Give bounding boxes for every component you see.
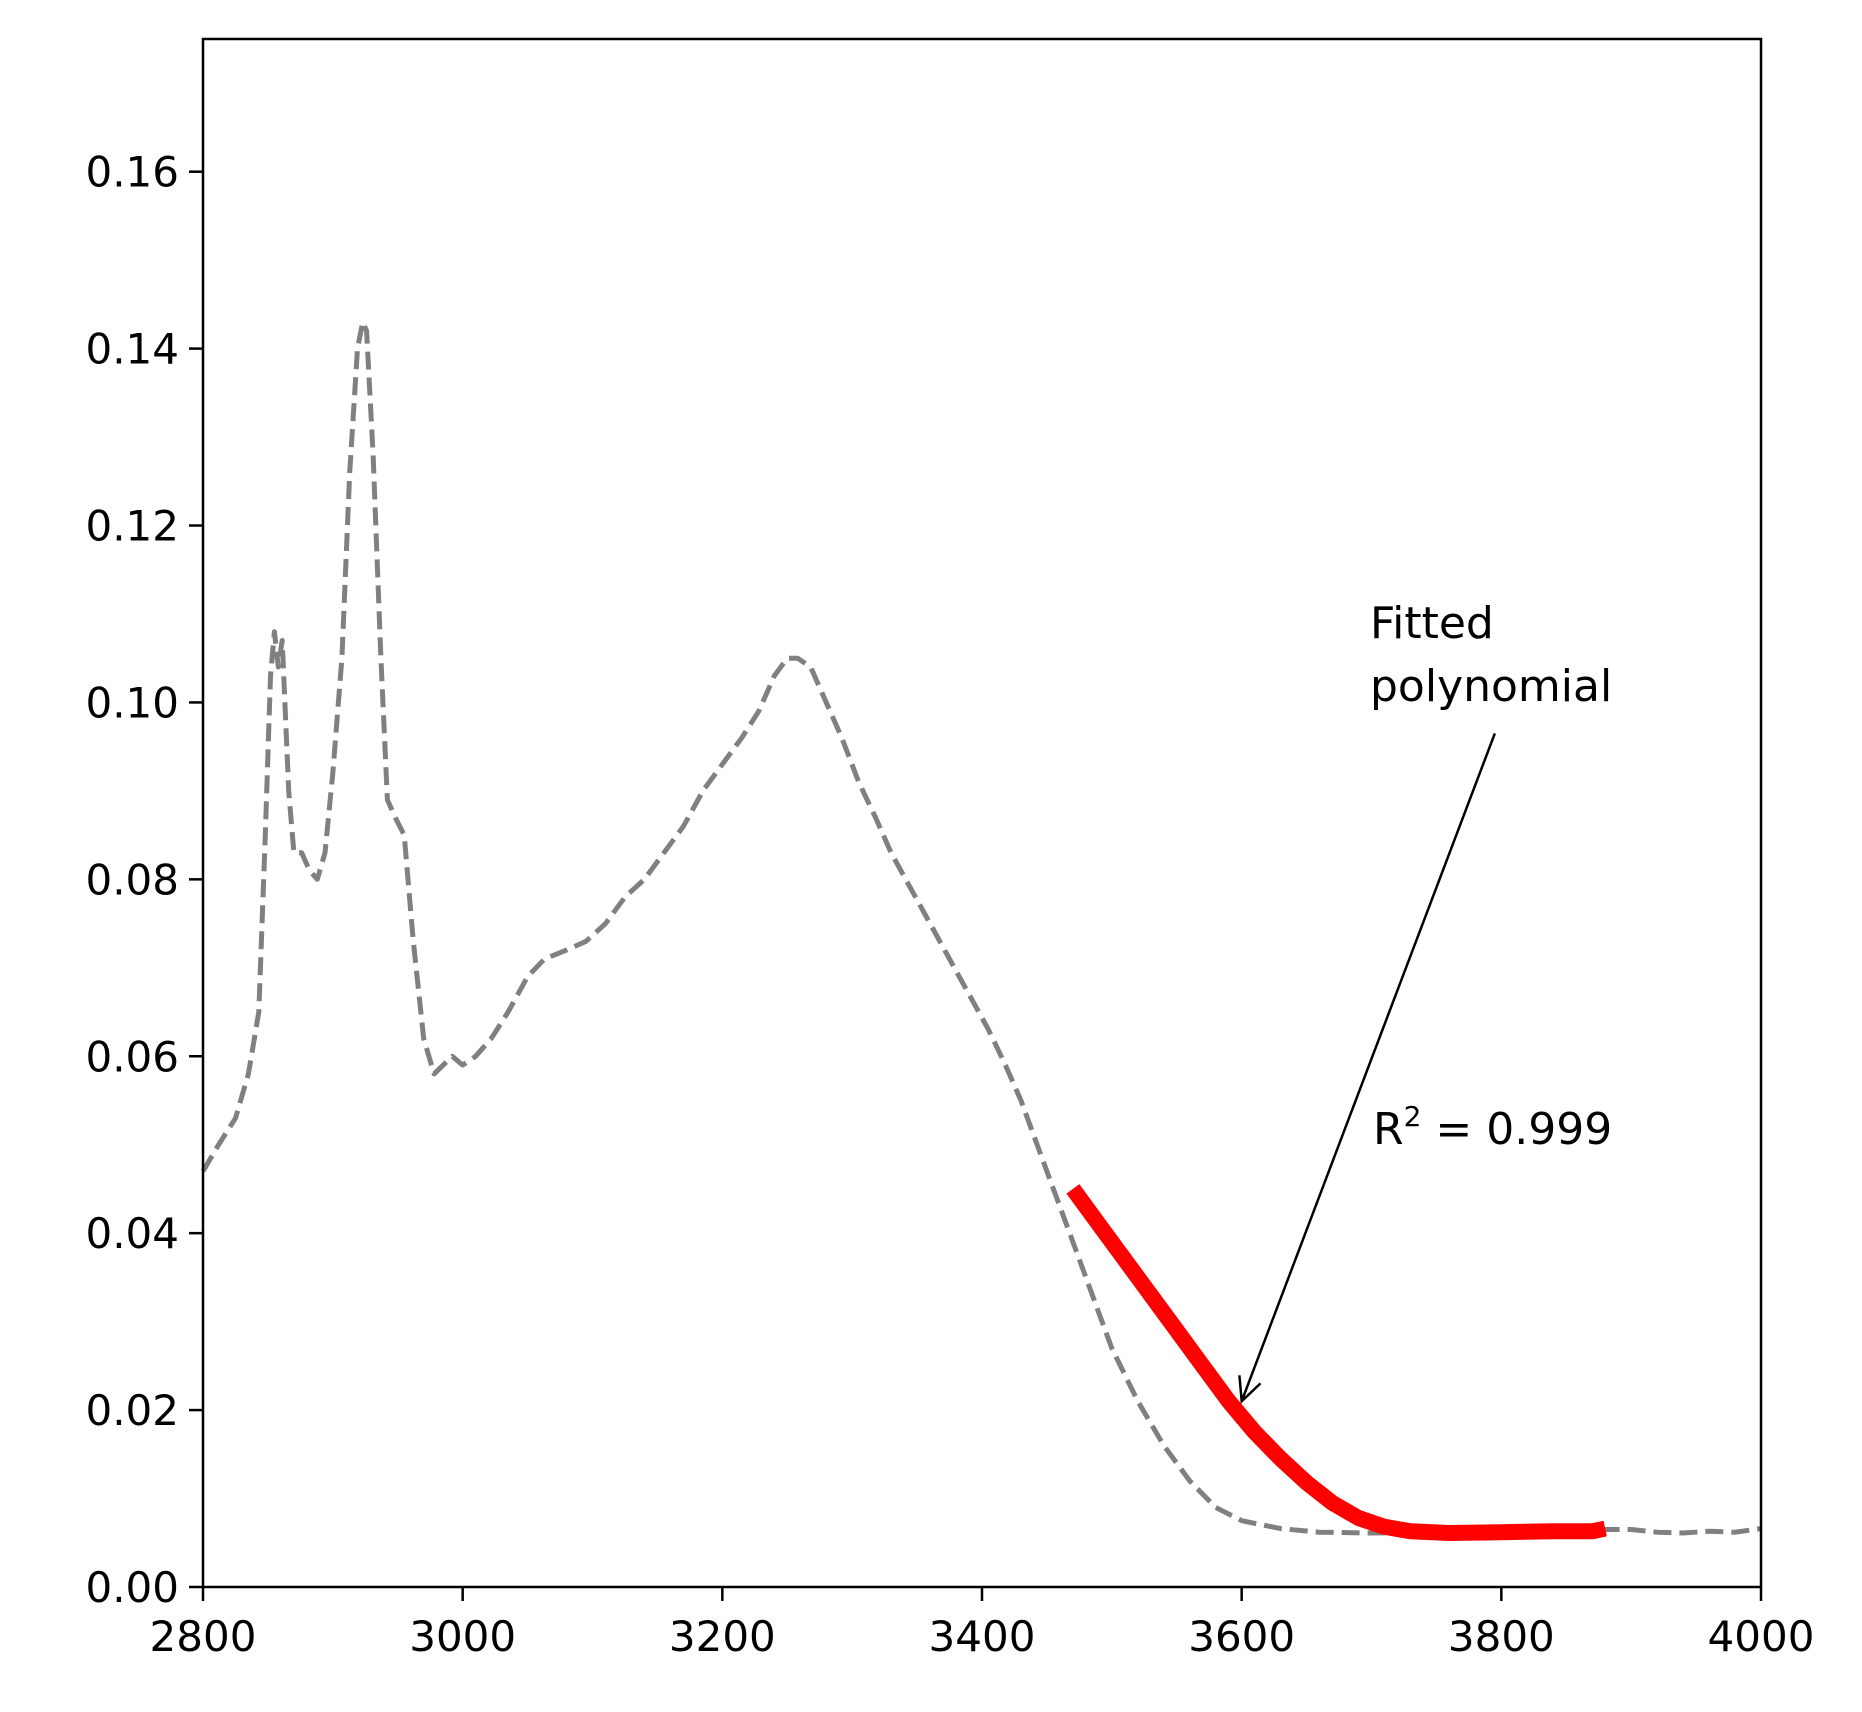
fitted-polynomial-label: Fitted polynomial [1370, 598, 1612, 712]
fitted-label-line1: Fitted [1370, 598, 1494, 649]
r2-prefix: R [1373, 1104, 1404, 1155]
y-tick-label: 0.12 [85, 502, 179, 551]
y-tick-label: 0.14 [85, 325, 179, 374]
r2-superscript: 2 [1404, 1100, 1422, 1133]
x-axis: 2800 3000 3200 3400 3600 3800 4000 [150, 1587, 1815, 1661]
r2-value: = 0.999 [1421, 1104, 1612, 1155]
annotations: Fitted polynomial R2 = 0.999 [1238, 598, 1612, 1404]
x-tick-label: 3000 [409, 1612, 516, 1661]
series-line-spectrum [200, 319, 1762, 1536]
y-tick-label: 0.04 [85, 1209, 179, 1258]
plot-lines [200, 319, 1762, 1541]
x-tick-label: 2800 [150, 1612, 257, 1661]
y-tick-label: 0.02 [85, 1386, 179, 1435]
x-tick-label: 3600 [1188, 1612, 1295, 1661]
fitted-label-line2: polynomial [1370, 661, 1612, 712]
y-tick-label: 0.06 [85, 1032, 179, 1081]
x-tick-label: 4000 [1708, 1612, 1815, 1661]
y-tick-label: 0.08 [85, 855, 179, 904]
annotation-arrow-shaft [1240, 732, 1497, 1402]
y-axis: 0.00 0.02 0.04 0.06 0.08 0.10 0.12 0.14 0.16 [85, 148, 203, 1612]
x-tick-label: 3800 [1448, 1612, 1555, 1661]
y-tick-label: 0.10 [85, 678, 179, 727]
y-tick-label: 0.00 [85, 1563, 179, 1612]
r-squared-label: R2 = 0.999 [1373, 1100, 1612, 1155]
y-tick-label: 0.16 [85, 148, 179, 197]
annotation-arrow-head [1238, 1375, 1262, 1404]
series-line-fit [1066, 1184, 1607, 1541]
x-tick-label: 3200 [669, 1612, 776, 1661]
x-tick-label: 3400 [929, 1612, 1036, 1661]
